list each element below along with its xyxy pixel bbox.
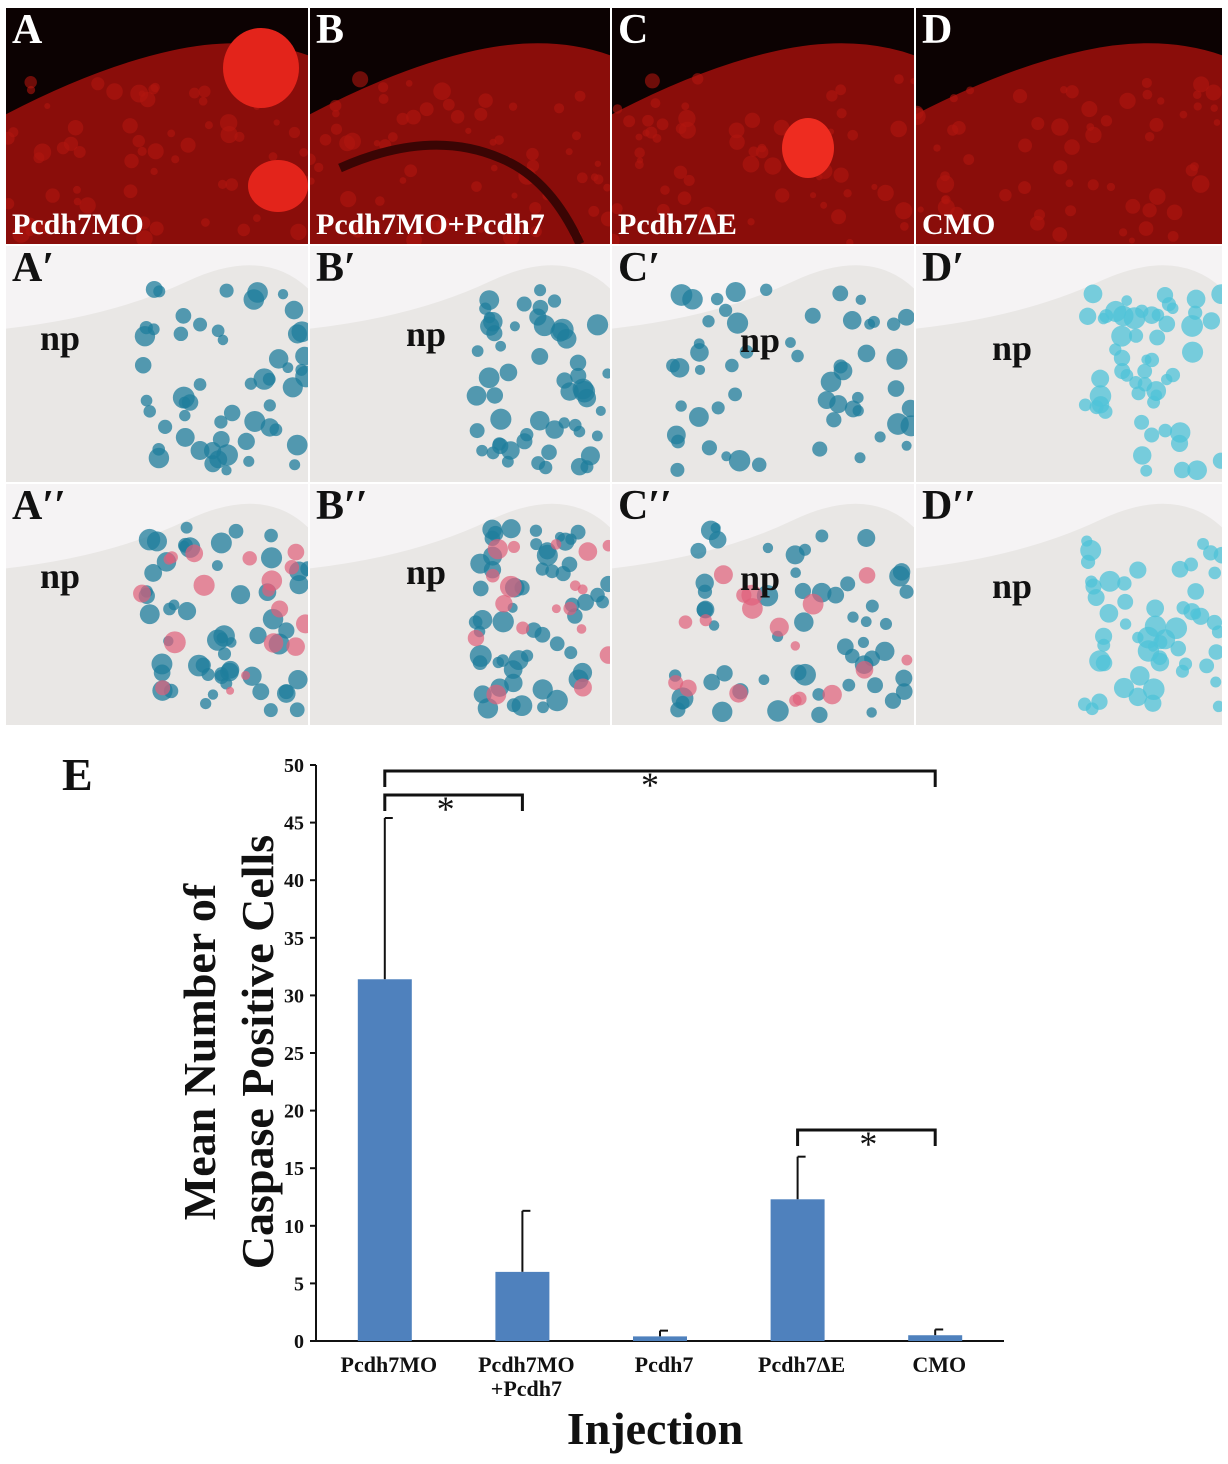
bar [770, 1199, 825, 1341]
panel-label-A1: A′ [12, 246, 55, 291]
y-tick-label: 0 [294, 1331, 304, 1353]
micrograph-panel-B1: B′ np [310, 246, 610, 482]
y-tick-label: 20 [284, 1101, 304, 1123]
panel-caption-C: Pcdh7ΔE [618, 208, 737, 241]
y-tick-label: 30 [284, 985, 304, 1007]
micrograph-panel-C: C Pcdh7ΔE [612, 8, 914, 244]
significance-bracket [796, 1128, 937, 1146]
y-axis-title-line: Caspase Positive Cells [232, 835, 283, 1269]
micrograph-panel-C1: C′ np [612, 246, 914, 482]
y-axis-title: Mean Number of Caspase Positive Cells [174, 835, 283, 1269]
y-tick-label: 15 [284, 1158, 304, 1180]
panel-caption-B: Pcdh7MO+Pcdh7 [316, 208, 545, 241]
panel-label-C1: C′ [618, 246, 661, 291]
micrograph-panel-C2: C′′ np [612, 484, 914, 725]
x-tick-label: Pcdh7 [635, 1352, 694, 1377]
micrograph-panel-A1: A′ np [6, 246, 308, 482]
np-label-B1: np [406, 314, 447, 354]
significance-bracket [383, 769, 937, 787]
significance-star: * [437, 789, 455, 829]
x-tick-label: Pcdh7MO [341, 1352, 438, 1377]
panel-label-A2: A′′ [12, 484, 66, 529]
x-tick-label: Pcdh7MO +Pcdh7 [478, 1352, 575, 1401]
panel-caption-A: Pcdh7MO [12, 208, 144, 241]
y-tick-label: 45 [284, 813, 304, 835]
panel-e-label: E [62, 749, 93, 800]
bar [357, 979, 412, 1341]
panel-label-D1: D′ [922, 246, 965, 291]
panel-label-C: C [618, 8, 649, 53]
np-label-C2: np [740, 558, 781, 598]
micrograph-panel-B2: B′′ np [310, 484, 610, 725]
significance-bracket [383, 793, 524, 811]
np-label-D1: np [992, 328, 1033, 368]
x-axis-title: Injection [567, 1403, 743, 1454]
y-tick-label: 5 [294, 1273, 304, 1295]
y-tick-label: 40 [284, 870, 304, 892]
micrograph-panel-A2: A′′ np [6, 484, 308, 725]
panel-label-A: A [12, 8, 43, 53]
panel-label-D2: D′′ [922, 484, 976, 529]
panel-label-B: B [316, 8, 345, 53]
micrograph-panel-A: A Pcdh7MO [6, 8, 308, 244]
x-tick-label: CMO [912, 1352, 966, 1377]
panel-label-B2: B′′ [316, 484, 368, 529]
y-axis-title-line: Mean Number of [174, 883, 225, 1220]
micrograph-panel-D2: D′′ np [916, 484, 1222, 725]
np-label-A1: np [40, 318, 81, 358]
bar [908, 1335, 963, 1341]
panel-label-D: D [922, 8, 953, 53]
panel-label-B1: B′ [316, 246, 356, 291]
np-label-D2: np [992, 566, 1033, 606]
y-tick-label: 25 [284, 1043, 304, 1065]
micrograph-panel-D1: D′ np [916, 246, 1222, 482]
x-tick-label: Pcdh7ΔE [758, 1352, 845, 1377]
np-label-C1: np [740, 320, 781, 360]
np-label-B2: np [406, 552, 447, 592]
y-tick-label: 10 [284, 1216, 304, 1238]
np-label-A2: np [40, 556, 81, 596]
y-tick-label: 50 [284, 755, 304, 777]
micrograph-panel-D: D CMO [916, 8, 1222, 244]
y-tick-label: 35 [284, 928, 304, 950]
bar [495, 1271, 550, 1341]
significance-star: * [641, 765, 659, 805]
significance-star: * [859, 1124, 877, 1164]
panel-label-C2: C′′ [618, 484, 672, 529]
micrograph-panel-B: B Pcdh7MO+Pcdh7 [310, 8, 610, 244]
panel-caption-D: CMO [922, 208, 996, 241]
micrograph-grid: A Pcdh7MO B Pcdh7MO+Pcdh7 C Pcdh7ΔE D CMO A′ np B′… [6, 8, 1222, 725]
bar [633, 1336, 687, 1341]
